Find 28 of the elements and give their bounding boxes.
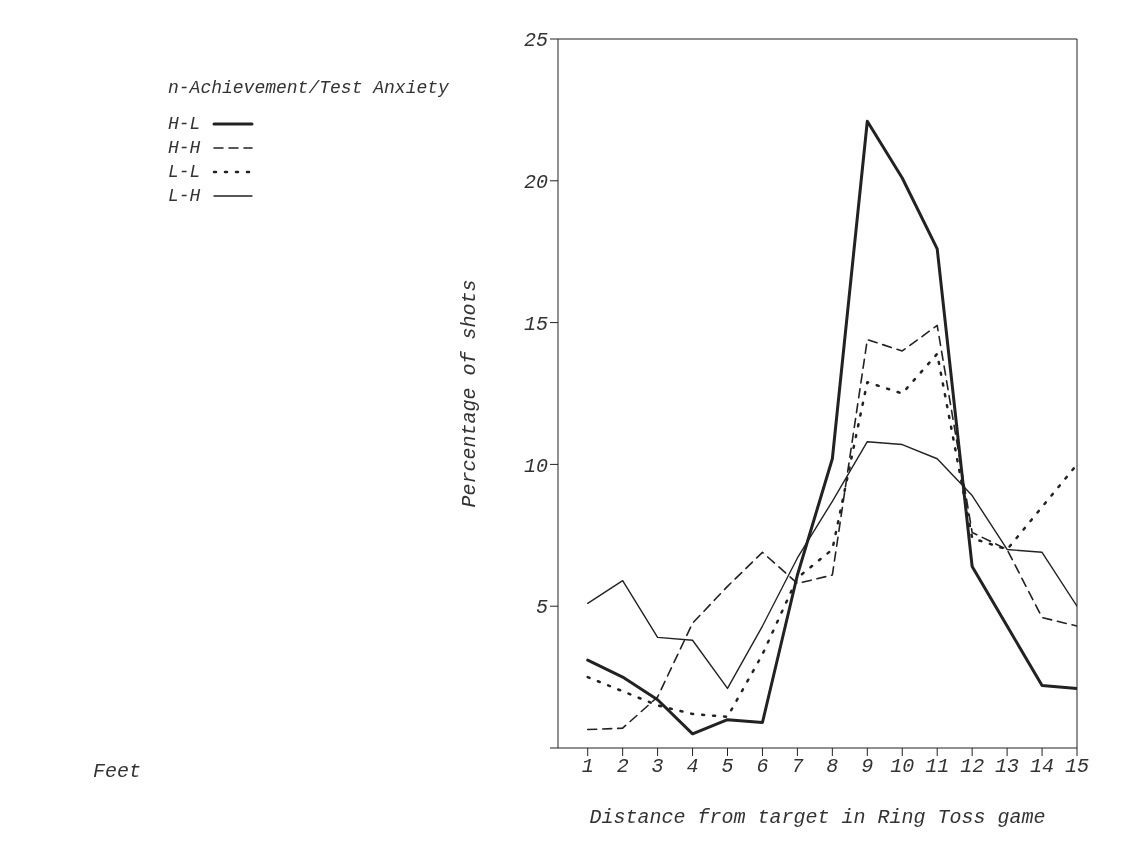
y-tick-label: 15 (523, 312, 548, 336)
x-tick-label: 11 (925, 755, 950, 779)
x-tick-label: 8 (826, 755, 839, 779)
x-tick-label: 5 (721, 755, 734, 779)
x-tick-label: 3 (651, 755, 664, 779)
x-tick-label: 1 (581, 755, 594, 779)
y-tick-label: 20 (523, 170, 548, 194)
legend-label: L-L (168, 162, 202, 182)
x-tick-label: 12 (960, 755, 985, 779)
legend-label: H-L (168, 114, 202, 134)
x-tick-label: 10 (890, 755, 915, 779)
legend-label: L-H (168, 186, 202, 206)
x-axis-title: Distance from target in Ring Toss game (589, 806, 1046, 829)
x-tick-label: 2 (616, 755, 629, 779)
x-tick-label: 4 (686, 755, 699, 779)
x-tick-label: 15 (1064, 755, 1090, 779)
y-tick-label: 10 (523, 454, 548, 478)
legend-title: n-Achievement/Test Anxiety (168, 78, 450, 98)
x-tick-label: 9 (861, 755, 874, 779)
x-tick-label: 6 (756, 755, 769, 779)
x-tick-label: 13 (995, 755, 1020, 779)
legend-label: H-H (168, 138, 202, 158)
text: Feet (93, 760, 142, 783)
x-tick-label: 14 (1030, 755, 1055, 779)
y-tick-label: 5 (535, 596, 548, 620)
y-tick-label: 25 (523, 29, 548, 53)
x-tick-label: 7 (791, 755, 804, 779)
y-axis-title: Percentage of shots (458, 279, 482, 508)
